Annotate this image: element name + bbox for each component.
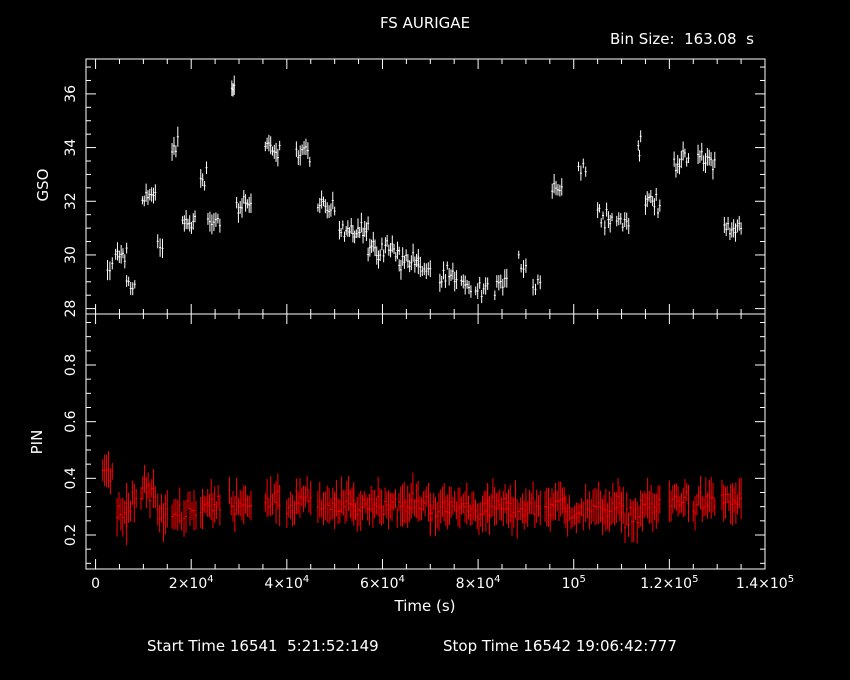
x-tick-label: 8×104 bbox=[456, 574, 501, 592]
data-segment bbox=[620, 486, 642, 544]
data-segment bbox=[524, 481, 542, 528]
data-segment bbox=[264, 134, 281, 167]
x-axis-label: Time (s) bbox=[394, 597, 456, 615]
data-segment bbox=[333, 475, 355, 526]
pin-panel-frame bbox=[85, 313, 766, 570]
data-segment bbox=[171, 487, 183, 531]
start-time: Start Time 16541 5:21:52:149 bbox=[147, 637, 379, 655]
tick-labels: 28 30 32 34 36 0.2 0.4 0.6 0.8 0 2×104 4×104 6×104 8×… bbox=[63, 85, 794, 592]
data-segment bbox=[141, 183, 157, 207]
data-segment bbox=[206, 211, 221, 235]
data-segment bbox=[228, 476, 252, 532]
y-tick-label: 34 bbox=[63, 139, 79, 157]
data-segment bbox=[460, 274, 472, 298]
data-segment bbox=[417, 255, 432, 280]
data-segment bbox=[723, 215, 743, 242]
chart-title: FS AURIGAE bbox=[379, 14, 471, 32]
data-segment bbox=[352, 482, 374, 532]
data-segment bbox=[668, 479, 690, 523]
y-tick-label: 32 bbox=[63, 192, 79, 210]
data-segment bbox=[410, 472, 432, 535]
data-segment bbox=[644, 188, 661, 219]
x-tick-label: 2×104 bbox=[169, 574, 214, 592]
x-tick-label: 6×104 bbox=[360, 574, 405, 592]
data-segment bbox=[367, 231, 401, 269]
data-segment bbox=[199, 478, 221, 530]
axis-ticks bbox=[86, 59, 766, 569]
data-segment bbox=[467, 483, 489, 536]
gso-series bbox=[106, 75, 743, 304]
data-segment bbox=[577, 158, 587, 181]
pin-series bbox=[101, 450, 743, 546]
x-tick-label: 1.2×105 bbox=[640, 574, 698, 592]
data-segment bbox=[563, 492, 585, 537]
data-segment bbox=[596, 202, 613, 236]
data-segment bbox=[106, 257, 114, 281]
data-segment bbox=[584, 481, 604, 536]
bin-size-label: Bin Size: 163.08 s bbox=[610, 30, 754, 48]
data-segment bbox=[264, 473, 281, 527]
data-segment bbox=[438, 261, 458, 292]
data-segment bbox=[615, 212, 630, 234]
data-segment bbox=[230, 75, 236, 97]
y-tick-label: 30 bbox=[63, 246, 79, 264]
data-segment bbox=[692, 475, 716, 531]
data-segment bbox=[295, 476, 312, 518]
data-segment bbox=[125, 275, 136, 296]
data-segment bbox=[156, 234, 164, 259]
y-tick-label: 0.4 bbox=[63, 467, 79, 489]
x-tick-label: 1.4×105 bbox=[736, 574, 794, 592]
x-tick-label: 0 bbox=[91, 576, 100, 592]
data-segment bbox=[114, 242, 128, 269]
data-segment bbox=[517, 250, 527, 278]
data-segment bbox=[639, 477, 661, 532]
data-segment bbox=[338, 212, 370, 244]
data-segment bbox=[181, 210, 197, 234]
panel-frames bbox=[85, 58, 766, 570]
gso-ylabel: GSO bbox=[34, 168, 52, 202]
data-segment bbox=[544, 481, 566, 532]
data-segment bbox=[125, 480, 138, 524]
data-segment bbox=[295, 138, 311, 167]
x-tick-label: 4×104 bbox=[264, 574, 309, 592]
stop-time: Stop Time 16542 19:06:42:777 bbox=[443, 637, 677, 655]
data-segment bbox=[156, 489, 169, 543]
data-segment bbox=[316, 190, 336, 219]
data-segment bbox=[371, 476, 394, 530]
data-segment bbox=[474, 276, 489, 304]
data-segment bbox=[235, 190, 252, 223]
y-tick-label: 0.6 bbox=[63, 410, 79, 432]
data-segment bbox=[551, 174, 563, 199]
data-segment bbox=[391, 481, 413, 529]
data-segment bbox=[697, 142, 716, 180]
data-segment bbox=[532, 274, 542, 296]
y-tick-label: 0.8 bbox=[63, 354, 79, 376]
y-tick-label: 36 bbox=[63, 85, 79, 103]
y-tick-label: 28 bbox=[63, 300, 79, 318]
pin-ylabel: PIN bbox=[28, 429, 46, 455]
data-segment bbox=[673, 141, 690, 178]
x-tick-label: 105 bbox=[562, 574, 586, 592]
data-segment bbox=[139, 464, 157, 519]
data-segment bbox=[637, 130, 642, 162]
y-tick-label: 0.2 bbox=[63, 524, 79, 546]
data-segment bbox=[183, 490, 197, 537]
data-segment bbox=[493, 268, 508, 301]
data-segment bbox=[199, 161, 208, 191]
data-segment bbox=[720, 477, 743, 526]
data-segment bbox=[171, 126, 179, 161]
data-segment bbox=[101, 450, 114, 495]
